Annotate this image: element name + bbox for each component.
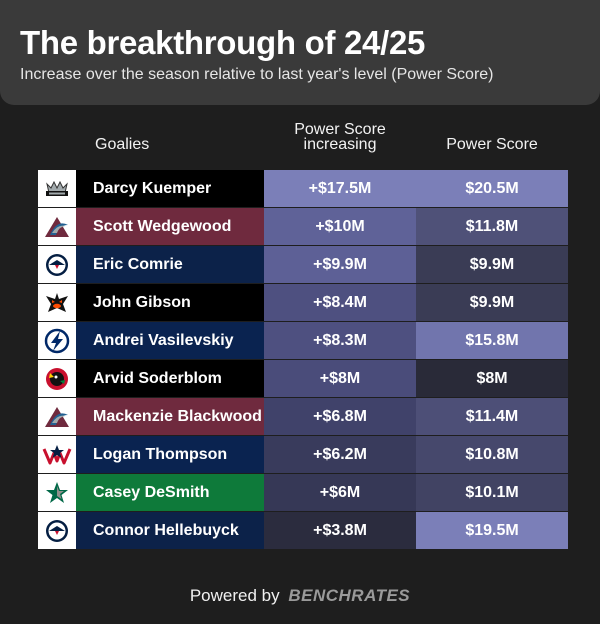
footer-prefix: Powered by [189, 586, 280, 605]
capitals-icon [38, 436, 76, 473]
blackhawks-icon [38, 360, 76, 397]
goalie-name: Logan Thompson [76, 436, 264, 473]
power-score-value: $8M [416, 360, 568, 397]
goalie-name: Mackenzie Blackwood [76, 398, 264, 435]
avalanche-icon [38, 398, 76, 435]
table-row: Casey DeSmith +$6M $10.1M [38, 474, 568, 511]
brand-logo: BENCHRATES [288, 586, 411, 605]
power-score-value: $10.8M [416, 436, 568, 473]
stars-icon [38, 474, 76, 511]
power-score-increase: +$8.3M [264, 322, 416, 359]
goalie-name: Connor Hellebuyck [76, 512, 264, 549]
power-score-increase: +$6.2M [264, 436, 416, 473]
jets-icon [38, 512, 76, 549]
table-row: Logan Thompson +$6.2M $10.8M [38, 436, 568, 473]
table-row: Scott Wedgewood +$10M $11.8M [38, 208, 568, 245]
power-score-value: $15.8M [416, 322, 568, 359]
column-header-increase-line1: Power Score [294, 121, 386, 138]
power-score-value: $9.9M [416, 246, 568, 283]
table-row: Mackenzie Blackwood +$6.8M $11.4M [38, 398, 568, 435]
table-row: Eric Comrie +$9.9M $9.9M [38, 246, 568, 283]
jets-icon [38, 246, 76, 283]
goalie-name: Scott Wedgewood [76, 208, 264, 245]
ducks-icon [38, 284, 76, 321]
power-score-increase: +$6M [264, 474, 416, 511]
power-score-value: $10.1M [416, 474, 568, 511]
column-header-goalies: Goalies [95, 136, 150, 153]
column-header-increase: Power Score increasing [264, 121, 416, 153]
table-row: John Gibson +$8.4M $9.9M [38, 284, 568, 321]
footer: Powered by BENCHRATES [0, 586, 600, 606]
table-row: Connor Hellebuyck +$3.8M $19.5M [38, 512, 568, 549]
kings-icon [38, 170, 76, 207]
goalie-name: Andrei Vasilevskiy [76, 322, 264, 359]
power-score-increase: +$9.9M [264, 246, 416, 283]
page-title: The breakthrough of 24/25 [20, 24, 426, 61]
header: The breakthrough of 24/25 Increase over … [0, 0, 600, 105]
page-subtitle: Increase over the season relative to las… [20, 66, 494, 83]
table-row: Andrei Vasilevskiy +$8.3M $15.8M [38, 322, 568, 359]
power-score-value: $20.5M [416, 170, 568, 207]
power-score-value: $19.5M [416, 512, 568, 549]
power-score-value: $11.4M [416, 398, 568, 435]
table-row: Darcy Kuemper +$17.5M $20.5M [38, 170, 568, 207]
goalie-name: Casey DeSmith [76, 474, 264, 511]
column-header-power-score: Power Score [446, 136, 538, 153]
power-score-increase: +$8M [264, 360, 416, 397]
goalie-name: John Gibson [76, 284, 264, 321]
column-header-increase-line2: increasing [303, 136, 377, 153]
power-score-value: $11.8M [416, 208, 568, 245]
goalie-name: Arvid Soderblom [76, 360, 264, 397]
goalie-name: Eric Comrie [76, 246, 264, 283]
lightning-icon [38, 322, 76, 359]
power-score-increase: +$6.8M [264, 398, 416, 435]
power-score-increase: +$8.4M [264, 284, 416, 321]
power-score-increase: +$10M [264, 208, 416, 245]
goalie-name: Darcy Kuemper [76, 170, 264, 207]
avalanche-icon [38, 208, 76, 245]
table-row: Arvid Soderblom +$8M $8M [38, 360, 568, 397]
power-score-increase: +$17.5M [264, 170, 416, 207]
power-score-value: $9.9M [416, 284, 568, 321]
power-score-increase: +$3.8M [264, 512, 416, 549]
